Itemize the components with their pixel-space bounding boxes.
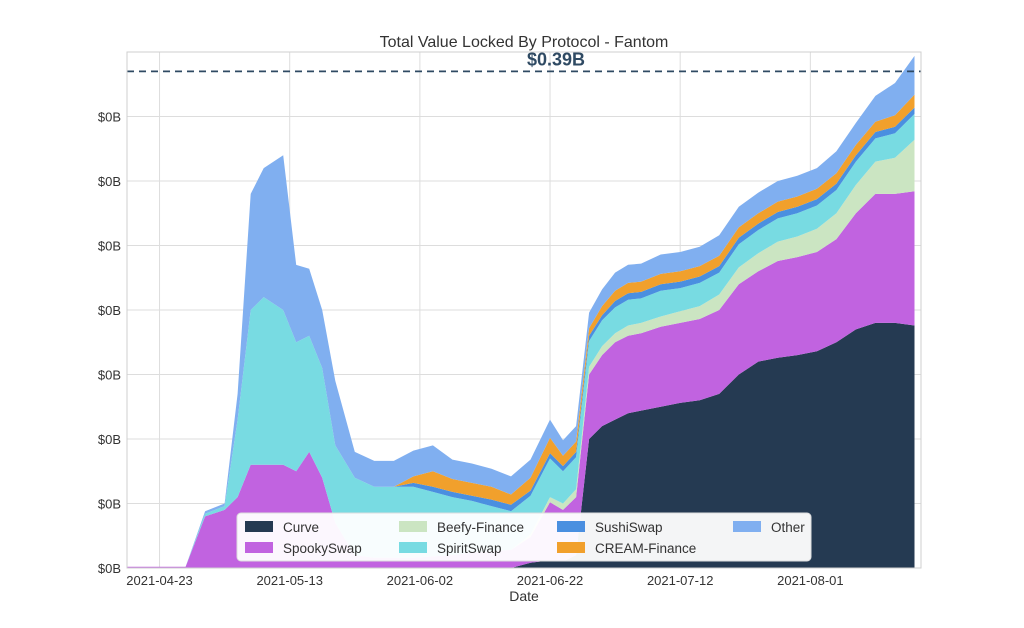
x-tick-label: 2021-07-12 [647,573,714,588]
area-curve [127,322,915,568]
y-tick-label: $0B [98,239,121,254]
x-tick-label: 2021-04-23 [126,573,193,588]
legend-swatch-beefy-finance [399,521,427,532]
area-spiritswap [127,113,915,567]
y-tick-label: $0B [98,497,121,512]
y-tick-label: $0B [98,110,121,125]
x-tick-label: 2021-06-02 [387,573,454,588]
legend-label-spookyswap: SpookySwap [283,541,362,556]
legend-label-beefy-finance: Beefy-Finance [437,520,524,535]
legend-box [236,512,812,562]
x-tick-label: 2021-08-01 [777,573,844,588]
legend-swatch-spiritswap [399,542,427,553]
area-other [127,55,915,567]
y-tick-label: $0B [98,432,121,447]
legend-swatch-curve [245,521,273,532]
x-axis-label: Date [509,588,539,604]
legend-swatch-other [733,521,761,532]
legend-swatch-spookyswap [245,542,273,553]
x-tick-label: 2021-05-13 [256,573,323,588]
y-tick-label: $0B [98,303,121,318]
legend-swatch-sushiswap [557,521,585,532]
axes: $0B $0B $0B $0B $0B $0B $0B $0B 2021-04-23 2021-0… [98,110,844,589]
y-tick-label: $0B [98,368,121,383]
y-tick-label: $0B [98,561,121,576]
legend-label-curve: Curve [283,520,319,535]
chart-title: Total Value Locked By Protocol - Fantom [380,34,669,51]
legend-label-cream-finance: CREAM-Finance [595,541,696,556]
reference-label: $0.39B [527,49,585,69]
legend: Curve SpookySwap Beefy-Finance SpiritSwap Su… [236,512,812,562]
x-tick-label: 2021-06-22 [517,573,584,588]
plot-frame [126,51,922,569]
stacked-areas [127,55,915,569]
legend-swatch-cream-finance [557,542,585,553]
area-spookyswap [127,191,915,569]
legend-label-spiritswap: SpiritSwap [437,541,502,556]
legend-label-sushiswap: SushiSwap [595,520,663,535]
legend-label-other: Other [771,520,805,535]
y-tick-label: $0B [98,174,121,189]
